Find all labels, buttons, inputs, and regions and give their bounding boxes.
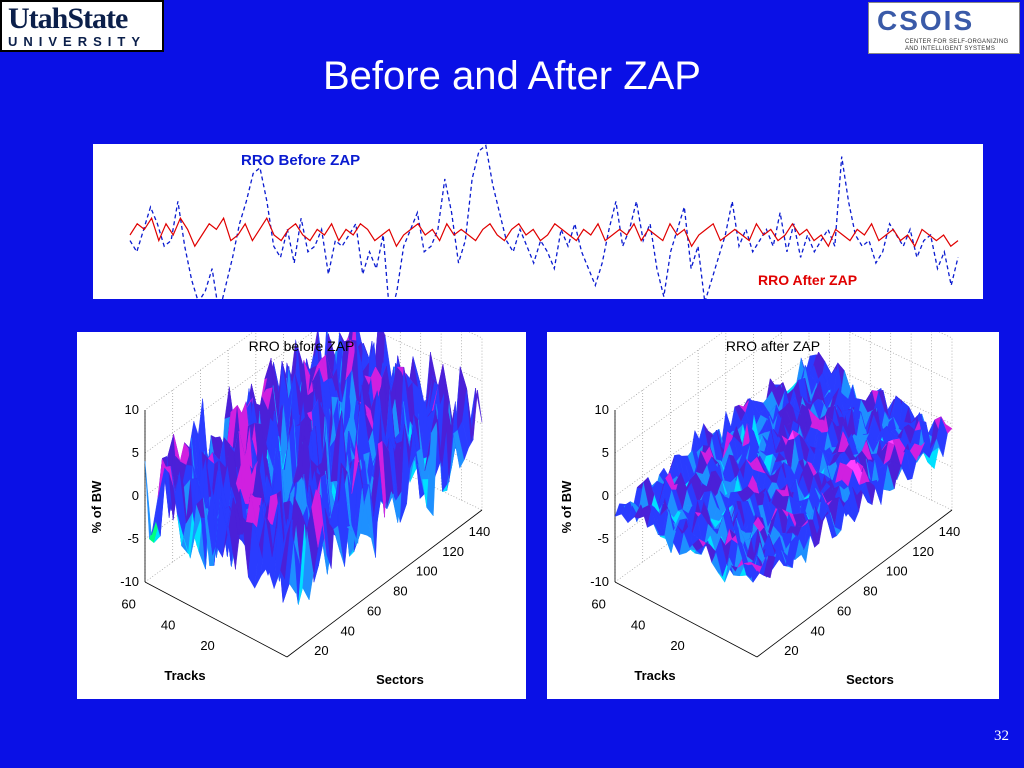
surface-mesh [144,311,483,605]
surface-after-plot: 10 5 0 -5 -10 20 40 60 20 40 60 80 100 120 140 % of BW T… [559,269,960,687]
tick-labels: 10 5 0 -5 -10 20 40 60 20 40 60 80 100 120 140 [590,402,960,658]
z-tick-label: 0 [602,488,609,503]
z-axis-label: % of BW [89,480,104,533]
logo-subtitle: UNIVERSITY [8,34,147,49]
x-tick-label: 60 [837,603,851,618]
y-tick-label: 60 [591,597,605,612]
x-tick-label: 140 [939,524,961,539]
z-tick-label: 10 [125,402,139,417]
x-tick-label: 40 [810,623,824,638]
z-tick-label: 5 [132,445,139,460]
legend-after-zap: RRO After ZAP [758,272,858,288]
z-tick-label: -5 [127,531,139,546]
x-tick-label: 120 [442,544,464,559]
z-tick-label: -5 [597,531,609,546]
csois-wordmark: CSOIS [877,5,975,36]
x-tick-label: 100 [416,564,438,579]
z-axis-label: % of BW [559,480,574,533]
z-tick-label: 10 [595,402,609,417]
x-tick-label: 120 [912,544,934,559]
x-tick-label: 140 [469,524,491,539]
x-tick-label: 20 [784,643,798,658]
z-tick-label: 0 [132,488,139,503]
slide-title: Before and After ZAP [323,54,701,98]
surface-before-title: RRO before ZAP [248,338,355,354]
y-axis-label: Tracks [164,668,205,683]
x-tick-label: 20 [314,643,328,658]
axes-lines [614,410,953,658]
y-tick-label: 40 [631,617,645,632]
x-tick-label: 80 [393,584,407,599]
csois-tagline-2: AND INTELLIGENT SYSTEMS [905,46,996,52]
csois-logo: CSOIS CENTER FOR SELF-ORGANIZING AND INT… [868,2,1020,54]
surface-mesh [614,351,953,583]
page-number: 32 [994,728,1009,744]
y-axis-label: Tracks [634,668,675,683]
legend-before-zap: RRO Before ZAP [241,152,361,169]
x-tick-label: 80 [863,584,877,599]
z-tick-label: -10 [590,574,609,589]
rro-line-chart: RRO Before ZAP RRO After ZAP [93,144,983,299]
axes-lines [144,410,483,658]
y-tick-label: 20 [200,638,214,653]
x-tick-label: 40 [340,623,354,638]
tick-labels: 10 5 0 -5 -10 20 40 60 20 40 60 80 100 120 140 [120,402,490,658]
x-axis-label: Sectors [376,672,424,687]
y-tick-label: 40 [161,617,175,632]
rro-line-plot [129,144,959,299]
surface-after-title: RRO after ZAP [725,338,821,354]
y-tick-label: 20 [670,638,684,653]
z-tick-label: 5 [602,445,609,460]
surface-after-panel: RRO after ZAP 10 5 0 -5 -10 20 40 60 20 40 60 80 100… [547,269,999,699]
y-tick-label: 60 [121,597,135,612]
series-after-zap-line [129,216,959,248]
surface-before-panel: RRO before ZAP 10 5 0 -5 -10 20 40 60 20 40 60 80 10… [77,269,526,699]
utah-state-logo: UtahState UNIVERSITY [0,0,164,52]
logo-wordmark: UtahState [8,2,128,35]
x-tick-label: 100 [886,564,908,579]
surface-before-plot: 10 5 0 -5 -10 20 40 60 20 40 60 80 100 120 140 % of BW T… [89,269,490,687]
z-tick-label: -10 [120,574,139,589]
x-tick-label: 60 [367,603,381,618]
x-axis-label: Sectors [846,672,894,687]
csois-tagline-1: CENTER FOR SELF-ORGANIZING [905,39,1009,45]
